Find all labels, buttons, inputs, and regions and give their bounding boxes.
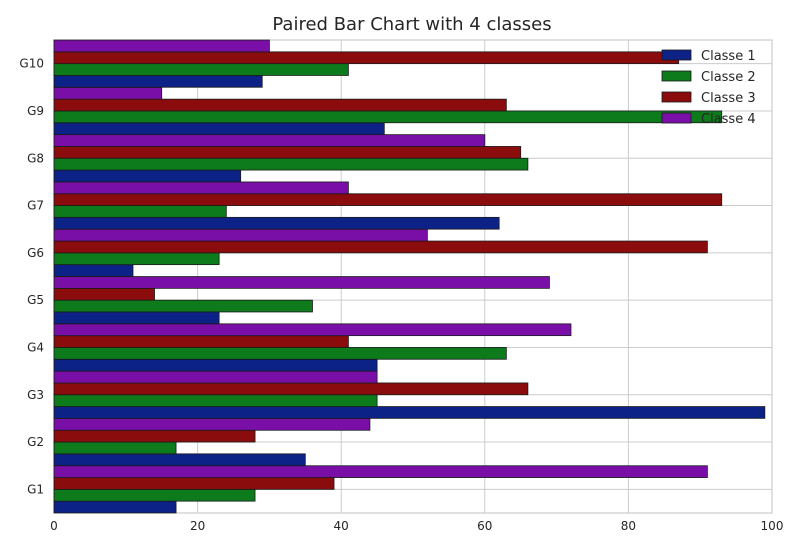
x-tick-label: 0	[50, 519, 58, 533]
bar-g9-series-4	[53, 86, 163, 100]
bar-g6-series-3	[53, 240, 708, 254]
y-axis-ticks: G1 G2 G3 G4 G5 G6 G7 G8 G9 G10	[19, 57, 44, 497]
bar-g2-series-4	[53, 418, 371, 431]
bar-g7-series-4	[53, 181, 349, 195]
bar-g9-series-3	[53, 98, 507, 112]
bar-g5-series-3	[53, 287, 155, 301]
bar-g2-series-2	[53, 441, 177, 455]
bar-g4-series-2	[53, 347, 507, 360]
bar-g2-series-3	[53, 429, 256, 443]
legend-swatch	[661, 49, 692, 61]
bar-g2-series-1	[53, 453, 306, 467]
y-tick-label: G3	[27, 388, 44, 402]
legend-swatch	[661, 91, 692, 103]
bar-g10-series-2	[53, 63, 349, 76]
bar-g1-series-3	[53, 477, 335, 490]
bar-g3-series-4	[53, 370, 378, 384]
bar-g4-series-4	[53, 323, 572, 337]
bar-g1-series-1	[53, 500, 177, 514]
bar-g7-series-2	[53, 205, 227, 218]
y-tick-label: G6	[27, 246, 44, 260]
legend-label: Classe 1	[701, 49, 756, 64]
bar-g1-series-4	[53, 465, 708, 478]
x-axis-ticks: 0 20 40 60 80 100	[50, 519, 783, 533]
bars-group	[53, 39, 766, 514]
bar-g8-series-4	[53, 134, 486, 147]
y-tick-label: G9	[27, 104, 44, 118]
x-tick-label: 40	[334, 519, 349, 533]
x-tick-label: 80	[621, 519, 636, 533]
bar-g9-series-2	[53, 110, 723, 124]
y-tick-label: G2	[27, 435, 44, 449]
bar-g8-series-1	[53, 169, 242, 183]
legend-swatch	[661, 112, 692, 124]
x-tick-label: 100	[761, 519, 784, 533]
legend: Classe 1 Classe 2 Classe 3 Classe 4	[661, 49, 756, 127]
y-tick-label: G8	[27, 151, 44, 165]
bar-g10-series-3	[53, 51, 680, 65]
bar-g5-series-2	[53, 299, 313, 313]
legend-label: Classe 4	[701, 112, 756, 127]
bar-g3-series-1	[53, 406, 766, 419]
y-tick-label: G5	[27, 293, 44, 307]
bar-g8-series-2	[53, 157, 529, 171]
bar-g3-series-2	[53, 394, 378, 407]
bar-g4-series-3	[53, 335, 349, 348]
y-tick-label: G7	[27, 199, 44, 213]
bar-g10-series-4	[53, 39, 270, 53]
bar-g1-series-2	[53, 488, 256, 502]
bar-g7-series-1	[53, 216, 500, 230]
chart-title: Paired Bar Chart with 4 classes	[272, 14, 551, 35]
bar-g7-series-3	[53, 193, 723, 206]
bar-g8-series-3	[53, 146, 522, 159]
bar-g6-series-4	[53, 228, 428, 242]
bar-g9-series-1	[53, 122, 385, 135]
legend-label: Classe 3	[701, 91, 756, 106]
y-tick-label: G4	[27, 340, 44, 354]
bar-g5-series-4	[53, 276, 550, 289]
bar-g6-series-2	[53, 252, 220, 266]
y-tick-label: G10	[19, 57, 44, 71]
bar-g5-series-1	[53, 311, 220, 325]
bar-g3-series-3	[53, 382, 529, 396]
x-tick-label: 20	[190, 519, 205, 533]
bar-g4-series-1	[53, 358, 378, 372]
legend-label: Classe 2	[701, 70, 756, 85]
bar-g6-series-1	[53, 264, 134, 277]
bar-g10-series-1	[53, 75, 263, 88]
x-tick-label: 60	[477, 519, 492, 533]
y-tick-label: G1	[27, 482, 44, 496]
legend-swatch	[661, 70, 692, 82]
